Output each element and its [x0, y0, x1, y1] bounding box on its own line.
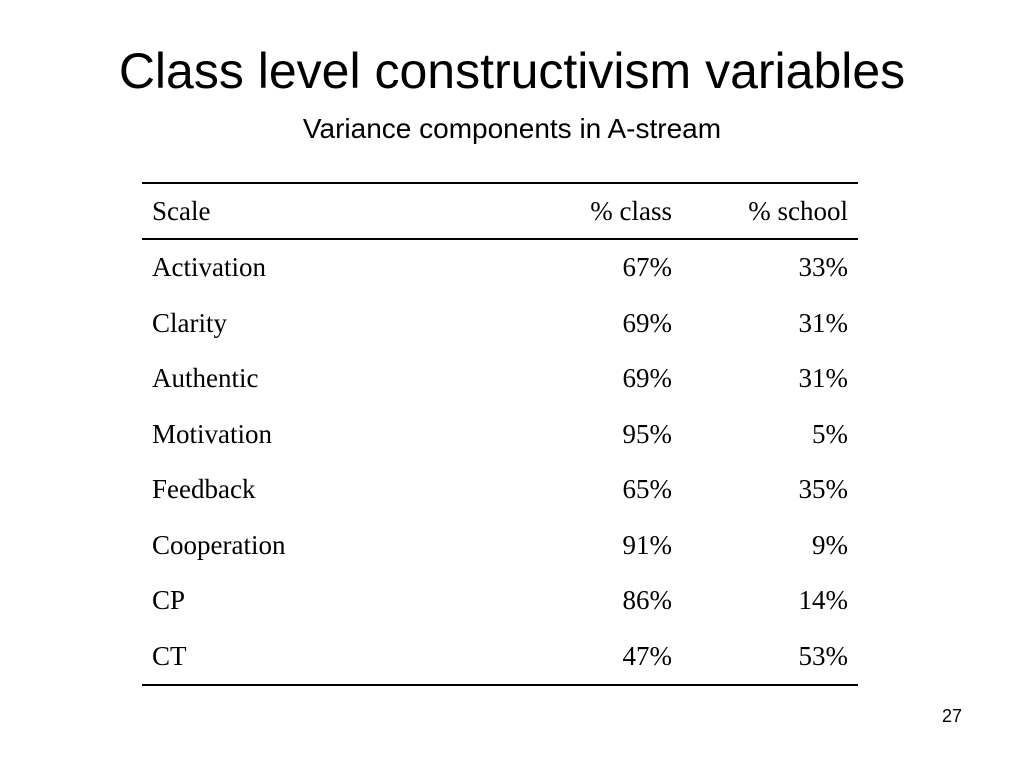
table-header-row: Scale % class % school — [142, 183, 858, 239]
header-scale: Scale — [152, 195, 211, 226]
school-percent-cell: 31% — [798, 363, 849, 394]
table-row: Clarity 69% 31% — [142, 296, 858, 352]
page-number: 27 — [941, 706, 962, 726]
school-percent-cell: 53% — [798, 640, 849, 671]
class-percent-cell: 67% — [622, 252, 673, 283]
school-percent-cell: 5% — [812, 418, 848, 449]
class-percent-cell: 69% — [622, 363, 673, 394]
variance-table: Scale % class % school Activation 67% 33… — [142, 182, 858, 686]
school-percent-cell: 9% — [812, 529, 848, 560]
table-row: Activation 67% 33% — [142, 239, 858, 296]
class-percent-cell: 91% — [622, 529, 673, 560]
class-percent-cell: 95% — [622, 418, 673, 449]
table-row: Feedback 65% 35% — [142, 462, 858, 518]
school-percent-cell: 31% — [798, 307, 849, 338]
table-row: CT 47% 53% — [142, 629, 858, 685]
header-class-percent: % class — [590, 195, 672, 226]
scale-cell: Clarity — [152, 307, 227, 338]
slide-title: Class level constructivism variables — [118, 43, 906, 99]
table-row: Motivation 95% 5% — [142, 407, 858, 463]
scale-cell: CP — [152, 585, 186, 616]
scale-cell: Activation — [152, 252, 266, 283]
scale-cell: Authentic — [152, 363, 259, 394]
school-percent-cell: 14% — [798, 585, 849, 616]
table-row: CP 86% 14% — [142, 573, 858, 629]
class-percent-cell: 47% — [622, 640, 673, 671]
class-percent-cell: 69% — [622, 307, 673, 338]
header-school-percent: % school — [748, 195, 848, 226]
class-percent-cell: 65% — [622, 474, 673, 505]
scale-cell: CT — [152, 640, 187, 671]
scale-cell: Motivation — [152, 418, 272, 449]
scale-cell: Cooperation — [152, 529, 286, 560]
slide-subtitle: Variance components in A-stream — [302, 113, 722, 144]
class-percent-cell: 86% — [622, 585, 673, 616]
school-percent-cell: 33% — [798, 252, 849, 283]
table-row: Cooperation 91% 9% — [142, 518, 858, 574]
table-row: Authentic 69% 31% — [142, 351, 858, 407]
school-percent-cell: 35% — [798, 474, 849, 505]
scale-cell: Feedback — [152, 474, 256, 505]
